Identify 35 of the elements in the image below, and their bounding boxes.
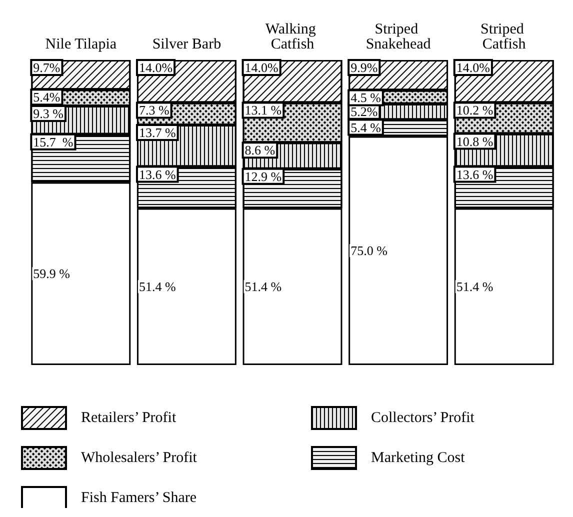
data-label: 13.6 % <box>138 166 176 182</box>
data-label: 4.5 % <box>350 90 382 106</box>
data-label: 14.0% <box>244 60 279 75</box>
data-label: 59.9 % <box>33 266 70 282</box>
data-label: 7.3 % <box>138 102 170 118</box>
data-label: 13.7 % <box>138 124 176 140</box>
data-label: 10.2 % <box>456 102 494 118</box>
data-label: 13.6 % <box>456 166 494 182</box>
data-label: 9.3 % <box>33 106 64 122</box>
data-label: 51.4 % <box>244 279 282 294</box>
data-label: 9.7% <box>33 60 60 75</box>
data-label: 51.4 % <box>138 279 176 294</box>
legend-label: Fish Famers’ Share <box>81 490 197 506</box>
data-label: 9.9% <box>350 60 378 75</box>
legend-label: Wholesalers’ Profit <box>81 450 198 466</box>
legend-label: Collectors’ Profit <box>371 410 476 426</box>
data-label: 8.6 % <box>244 142 276 158</box>
x-tick-label: Striped Snakehead <box>366 22 432 52</box>
data-label: 12.9 % <box>244 168 282 184</box>
x-tick-label: Striped Catfish <box>480 22 528 52</box>
data-label: 75.0 % <box>350 243 388 258</box>
data-label: 51.4 % <box>456 279 494 294</box>
x-tick-label: Silver Barb <box>152 36 222 52</box>
data-label: 5.4 % <box>350 120 382 135</box>
x-tick-label: Nile Tilapia <box>45 36 117 52</box>
data-label: 14.0% <box>138 60 173 75</box>
legend-label: Retailers’ Profit <box>81 410 177 426</box>
data-label: 14.0% <box>456 60 490 75</box>
data-label: 10.8 % <box>456 134 494 149</box>
legend-label: Marketing Cost <box>371 450 466 466</box>
data-label: 13.1 % <box>244 102 282 118</box>
data-label: 5.2% <box>350 104 378 119</box>
data-label: 5.4% <box>33 90 60 105</box>
x-tick-label: Walking Catfish <box>265 22 320 52</box>
data-label: 15.7 % <box>33 134 74 150</box>
